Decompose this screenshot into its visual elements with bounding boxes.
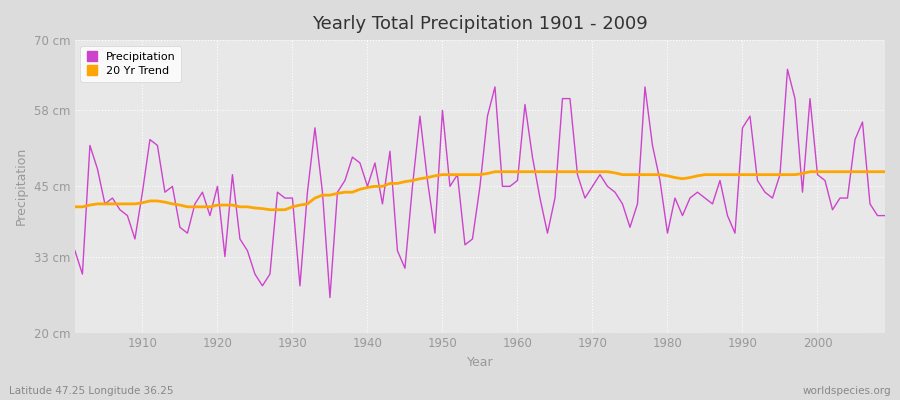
20 Yr Trend (302, 202, 313, 206)
Precipitation (609, 190, 620, 194)
Y-axis label: Precipitation: Precipitation (15, 147, 28, 226)
X-axis label: Year: Year (466, 356, 493, 369)
Title: Yearly Total Precipitation 1901 - 2009: Yearly Total Precipitation 1901 - 2009 (312, 15, 648, 33)
Precipitation (294, 283, 305, 288)
Text: worldspecies.org: worldspecies.org (803, 386, 891, 396)
20 Yr Trend (130, 202, 140, 206)
20 Yr Trend (879, 169, 890, 174)
Precipitation (347, 155, 358, 160)
Precipitation (782, 67, 793, 72)
Legend: Precipitation, 20 Yr Trend: Precipitation, 20 Yr Trend (80, 46, 181, 82)
Text: Latitude 47.25 Longitude 36.25: Latitude 47.25 Longitude 36.25 (9, 386, 174, 396)
Precipitation (130, 236, 140, 241)
Line: Precipitation: Precipitation (75, 69, 885, 298)
Precipitation (519, 102, 530, 107)
Precipitation (512, 178, 523, 183)
20 Yr Trend (347, 190, 358, 194)
20 Yr Trend (519, 169, 530, 174)
20 Yr Trend (617, 172, 628, 177)
20 Yr Trend (527, 169, 538, 174)
Precipitation (325, 295, 336, 300)
20 Yr Trend (490, 169, 500, 174)
Line: 20 Yr Trend: 20 Yr Trend (75, 172, 885, 210)
20 Yr Trend (69, 204, 80, 209)
Precipitation (69, 248, 80, 253)
Precipitation (879, 213, 890, 218)
20 Yr Trend (265, 207, 275, 212)
